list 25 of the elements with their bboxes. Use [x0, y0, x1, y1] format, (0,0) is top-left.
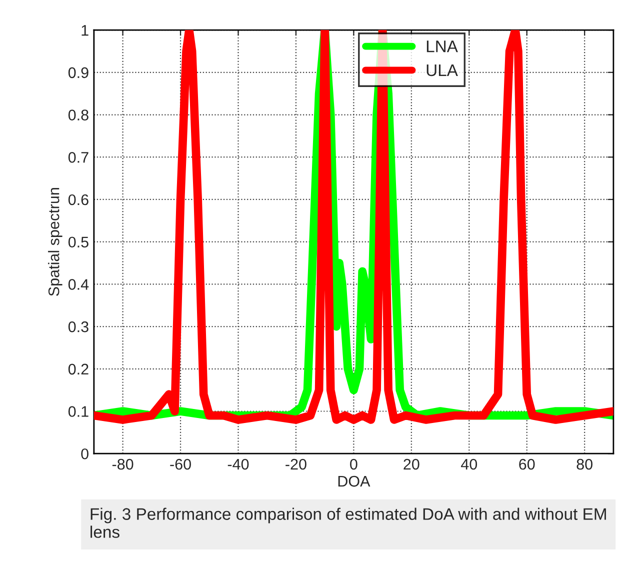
x-tick-label: 40: [460, 458, 478, 470]
y-tick-label: 0.6: [68, 194, 88, 206]
legend-label: LNA: [426, 40, 458, 52]
y-tick-label: 1: [82, 25, 88, 36]
y-tick-label: 0.5: [68, 236, 88, 248]
y-tick-label: 0.4: [68, 279, 89, 290]
y-tick-label: 0.3: [68, 321, 88, 332]
x-tick-label: -20: [286, 458, 306, 470]
y-tick-label: 0.9: [68, 67, 88, 78]
x-tick-label: -80: [112, 458, 134, 470]
y-tick-label: 0.1: [68, 406, 88, 417]
legend-label: ULA: [426, 64, 458, 76]
y-axis-title: Spatial spectrun: [48, 188, 62, 296]
x-tick-label: 80: [576, 458, 592, 470]
y-tick-label: 0: [81, 448, 88, 460]
x-tick-label: 60: [519, 458, 535, 470]
x-tick-label: 0: [350, 458, 358, 470]
x-axis-title: DOA: [338, 476, 370, 487]
x-tick-label: 20: [404, 458, 420, 470]
y-tick-label: 0.8: [68, 110, 88, 120]
x-tick-label: -60: [170, 458, 191, 470]
y-tick-label: 0.2: [68, 364, 88, 375]
x-tick-label: -40: [228, 458, 249, 470]
y-tick-label: 0.7: [68, 152, 88, 163]
caption: Fig. 3 Performance comparison of estimated DoA with and without EM lens: [90, 508, 606, 538]
